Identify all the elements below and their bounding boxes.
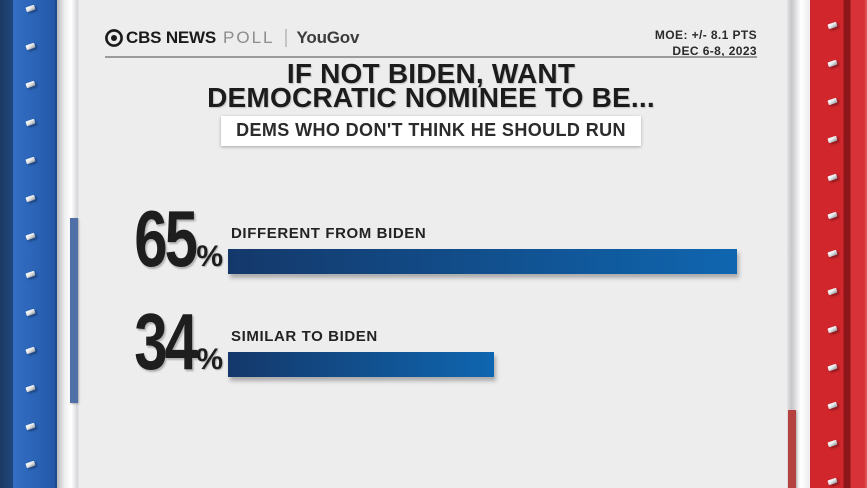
value-label: 34% [105,297,223,386]
poll-label: POLL [223,28,275,47]
bar-row-different-from-biden: 65% DIFFERENT FROM BIDEN [105,194,765,283]
percent-sign: % [196,343,223,376]
subtitle-wrap: DEMS WHO DON'T THINK HE SHOULD RUN [70,116,792,146]
bar-row-similar-to-biden: 34% SIMILAR TO BIDEN [105,297,765,386]
header-rule [105,56,757,58]
bar-group: DIFFERENT FROM BIDEN [228,225,737,274]
title-line-1: IF NOT BIDEN, WANT [286,58,576,89]
category-label: SIMILAR TO BIDEN [231,328,378,345]
left-blue-strip [13,0,57,488]
category-label: DIFFERENT FROM BIDEN [231,225,427,242]
subtitle-badge: DEMS WHO DON'T THINK HE SHOULD RUN [221,116,641,146]
right-page-edge [787,0,810,488]
date-line: DEC 6-8, 2023 [672,43,757,58]
page-title: IF NOT BIDEN, WANT DEMOCRATIC NOMINEE TO… [70,58,792,113]
bar-different-from-biden [228,249,737,274]
title-line-2: DEMOCRATIC NOMINEE TO BE... [207,82,655,113]
value-number: 65 [134,194,199,283]
left-blue-tab [70,218,78,403]
moe-block: MOE: +/- 8.1 PTS DEC 6-8, 2023 [655,28,757,59]
moe-line: MOE: +/- 8.1 PTS [654,28,757,42]
left-navy-strip [0,0,13,488]
yougov-label: YouGov [296,28,360,47]
bar-similar-to-biden [228,352,495,377]
brand-divider [284,29,287,47]
cbs-news-label: CBS NEWS [126,28,217,47]
header: CBS NEWS POLL YouGov MOE: +/- 8.1 PTS DE… [105,28,757,59]
brand-lockup: CBS NEWS POLL YouGov [105,28,359,48]
value-number: 34 [134,297,199,386]
percent-sign: % [196,240,223,273]
right-red-tab [788,410,796,488]
cbs-eye-icon [105,29,123,47]
bar-group: SIMILAR TO BIDEN [228,328,737,377]
right-red-strip [810,0,867,488]
value-label: 65% [105,194,223,283]
